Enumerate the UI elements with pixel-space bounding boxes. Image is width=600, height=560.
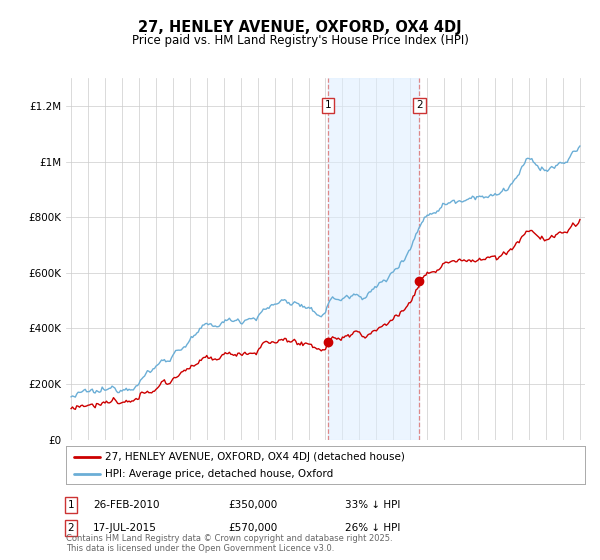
Text: £570,000: £570,000 bbox=[228, 523, 277, 533]
Text: 27, HENLEY AVENUE, OXFORD, OX4 4DJ (detached house): 27, HENLEY AVENUE, OXFORD, OX4 4DJ (deta… bbox=[105, 452, 405, 462]
Text: 27, HENLEY AVENUE, OXFORD, OX4 4DJ: 27, HENLEY AVENUE, OXFORD, OX4 4DJ bbox=[138, 20, 462, 35]
Text: 33% ↓ HPI: 33% ↓ HPI bbox=[345, 500, 400, 510]
Bar bbox=[328, 78, 419, 440]
Text: £350,000: £350,000 bbox=[228, 500, 277, 510]
Text: 26% ↓ HPI: 26% ↓ HPI bbox=[345, 523, 400, 533]
Text: Contains HM Land Registry data © Crown copyright and database right 2025.
This d: Contains HM Land Registry data © Crown c… bbox=[66, 534, 392, 553]
Text: 1: 1 bbox=[325, 100, 331, 110]
Text: 17-JUL-2015: 17-JUL-2015 bbox=[93, 523, 157, 533]
Text: 2: 2 bbox=[416, 100, 423, 110]
Text: Price paid vs. HM Land Registry's House Price Index (HPI): Price paid vs. HM Land Registry's House … bbox=[131, 34, 469, 46]
Text: HPI: Average price, detached house, Oxford: HPI: Average price, detached house, Oxfo… bbox=[105, 469, 333, 479]
Text: 1: 1 bbox=[67, 500, 74, 510]
Text: 26-FEB-2010: 26-FEB-2010 bbox=[93, 500, 160, 510]
Text: 2: 2 bbox=[67, 523, 74, 533]
